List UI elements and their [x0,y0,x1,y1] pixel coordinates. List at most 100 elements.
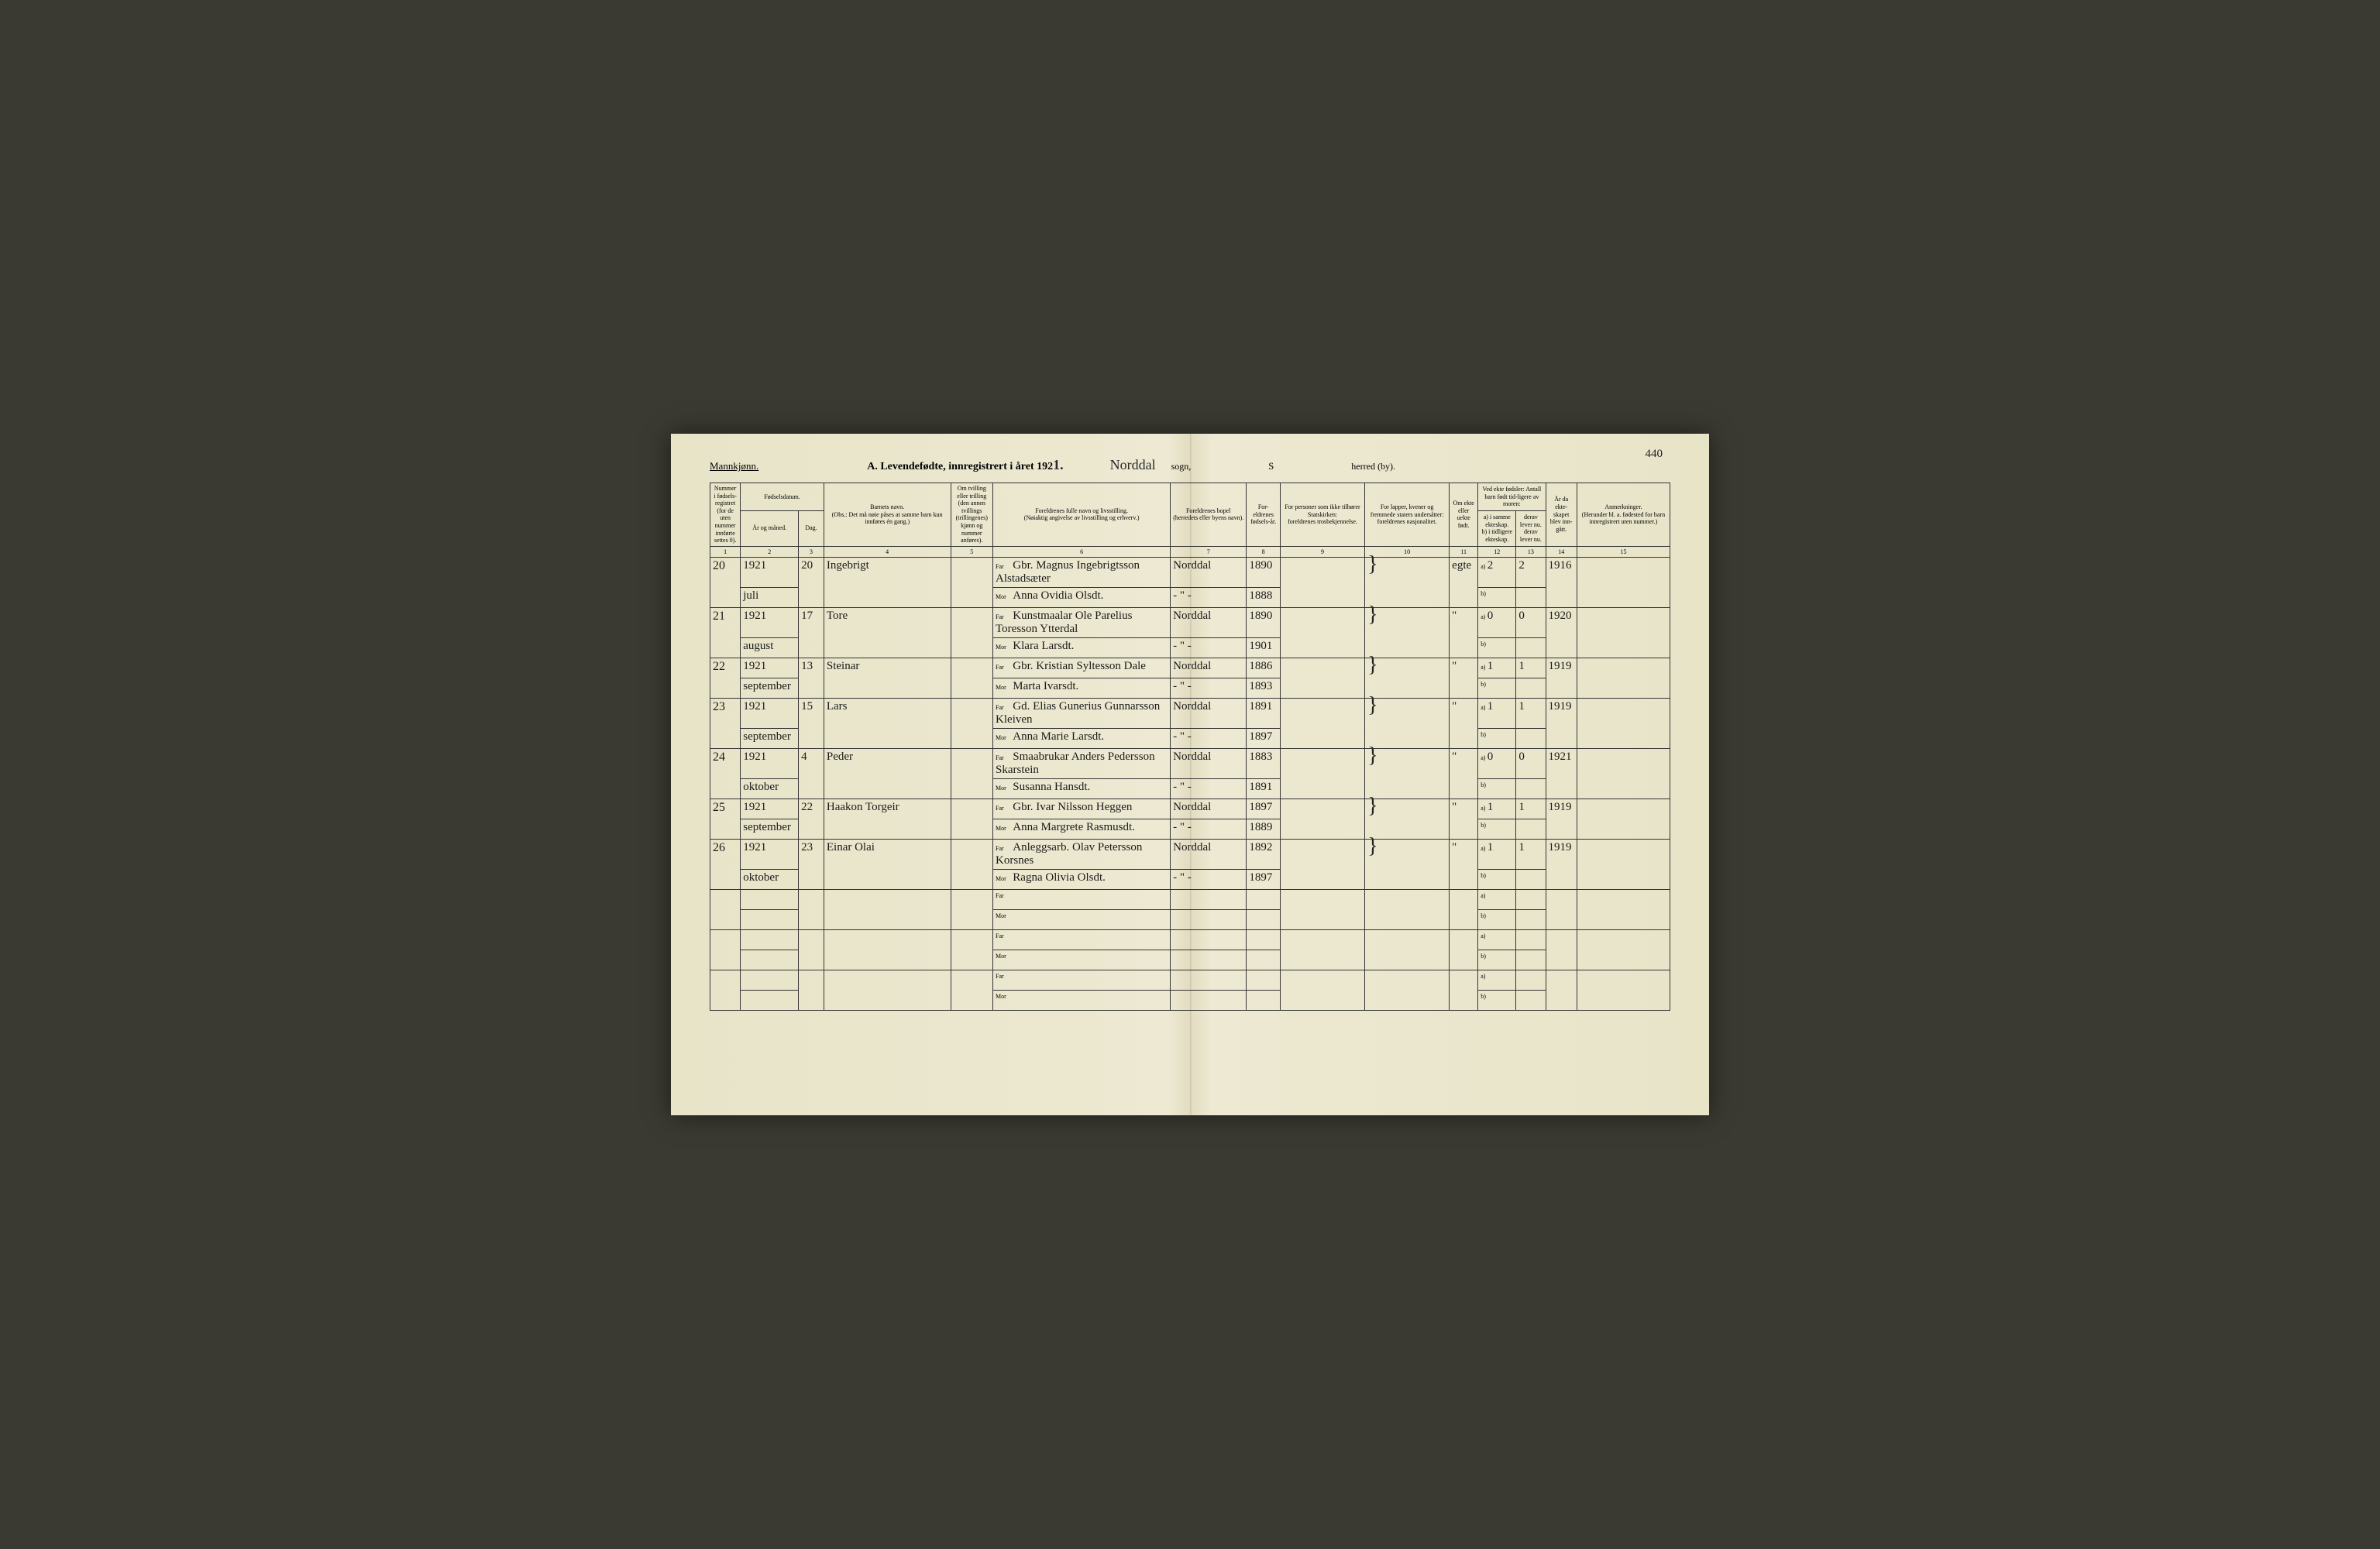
b-label: b) [1481,953,1486,960]
bopel-mother: - " - [1171,587,1247,607]
bopel-mother: - " - [1171,869,1247,889]
b-label: b) [1481,641,1486,647]
bopel-mother: - " - [1171,637,1247,658]
ekte-cell: " [1450,698,1478,748]
far-label: Far [996,754,1011,761]
col-12b-text: b) i tidligere ekteskap. [1481,528,1513,543]
herred-value: s [1268,457,1274,473]
day-cell: 23 [799,839,824,889]
nasjonalitet-cell [1365,970,1450,1010]
father-year [1247,889,1281,909]
nasjonalitet-cell: } [1365,839,1450,889]
ekte-cell: " [1450,658,1478,698]
entry-number: 20 [710,557,741,607]
mother-year: 1897 [1247,728,1281,748]
year-cell: 1921 [741,607,799,637]
twin-cell [951,658,993,698]
count-b2 [1516,587,1546,607]
twin-cell [951,929,993,970]
twin-cell [951,889,993,929]
child-name: Steinar [824,658,951,698]
mor-label: Mor [996,993,1011,1000]
nasjonalitet-cell: } [1365,799,1450,839]
far-label: Far [996,805,1011,812]
father-year [1247,929,1281,950]
bopel-father: Norddal [1171,839,1247,869]
far-label: Far [996,704,1011,711]
mother-name: Anna Margrete Rasmusdt. [1013,821,1135,833]
ekte-cell: " [1450,607,1478,658]
twin-cell [951,698,993,748]
marriage-year: 1919 [1546,658,1577,698]
statskirken-cell [1280,839,1364,889]
col-7-header: Foreldrenes bopel (herredets eller byens… [1171,483,1247,547]
year-cell: 1921 [741,839,799,869]
marriage-year: 1916 [1546,557,1577,607]
col-4-sub: (Obs.: Det må nøie påses at samme barn k… [827,511,948,526]
marriage-year [1546,889,1577,929]
father-year: 1883 [1247,748,1281,778]
b-label: b) [1481,993,1486,1000]
mother-year [1247,990,1281,1010]
mother-cell: Mor Susanna Hansdt. [993,778,1171,799]
statskirken-cell [1280,970,1364,1010]
father-cell: Far Gbr. Ivar Nilsson Heggen [993,799,1171,819]
count-b2 [1516,678,1546,698]
far-label: Far [996,892,1011,899]
col-13-header: derav lever nu. derav lever nu. [1516,510,1546,546]
a-label: a) [1481,892,1485,899]
bopel-father: Norddal [1171,658,1247,678]
mor-label: Mor [996,684,1011,691]
col-6-header: Foreldrenes fulle navn og livsstilling. … [993,483,1171,547]
entry-number [710,970,741,1010]
nasjonalitet-cell: } [1365,557,1450,607]
child-name: Peder [824,748,951,799]
brace-icon: } [1367,744,1377,768]
mor-label: Mor [996,953,1011,960]
father-cell: Far Smaabrukar Anders Pedersson Skarstei… [993,748,1171,778]
father-cell: Far Gd. Elias Gunerius Gunnarsson Kleive… [993,698,1171,728]
count-b2 [1516,728,1546,748]
bopel-father: Norddal [1171,748,1247,778]
col-4-top: Barnets navn. [827,503,948,511]
ekte-cell: egte [1450,557,1478,607]
statskirken-cell [1280,557,1364,607]
brace-icon: } [1367,552,1377,576]
day-cell: 13 [799,658,824,698]
count-a2 [1516,929,1546,950]
month-cell: august [741,637,799,658]
ekte-cell [1450,929,1478,970]
child-name: Ingebrigt [824,557,951,607]
a-label: a) [1481,664,1485,671]
count-a-cell: a) 2 [1478,557,1516,587]
mother-name: Marta Ivarsdt. [1013,680,1078,692]
b-label: b) [1481,822,1486,829]
a-label: a) [1481,563,1485,570]
mor-label: Mor [996,875,1011,882]
day-cell: 22 [799,799,824,839]
day-cell: 20 [799,557,824,607]
count-a: 2 [1488,559,1494,572]
col-5-header: Om tvilling eller trilling (den annen tv… [951,483,993,547]
bopel-father: Norddal [1171,698,1247,728]
bopel-mother: - " - [1171,678,1247,698]
brace-icon: } [1367,834,1377,858]
remarks-cell [1577,748,1670,799]
count-b-cell: b) [1478,869,1516,889]
bopel-mother [1171,909,1247,929]
colnum-9: 9 [1280,546,1364,557]
twin-cell [951,839,993,889]
count-b2 [1516,909,1546,929]
count-b2 [1516,869,1546,889]
entry-number [710,889,741,929]
col-6-sub: (Nøiaktig angivelse av livsstilling og e… [996,514,1168,522]
entry-number: 24 [710,748,741,799]
colnum-14: 14 [1546,546,1577,557]
year-suffix: 1. [1053,457,1064,472]
father-year: 1891 [1247,698,1281,728]
count-b-cell: b) [1478,819,1516,839]
father-name: Kunstmaalar Ole Parelius Toresson Ytterd… [996,610,1132,635]
year-cell: 1921 [741,658,799,678]
bopel-father: Norddal [1171,799,1247,819]
entry-number: 26 [710,839,741,889]
